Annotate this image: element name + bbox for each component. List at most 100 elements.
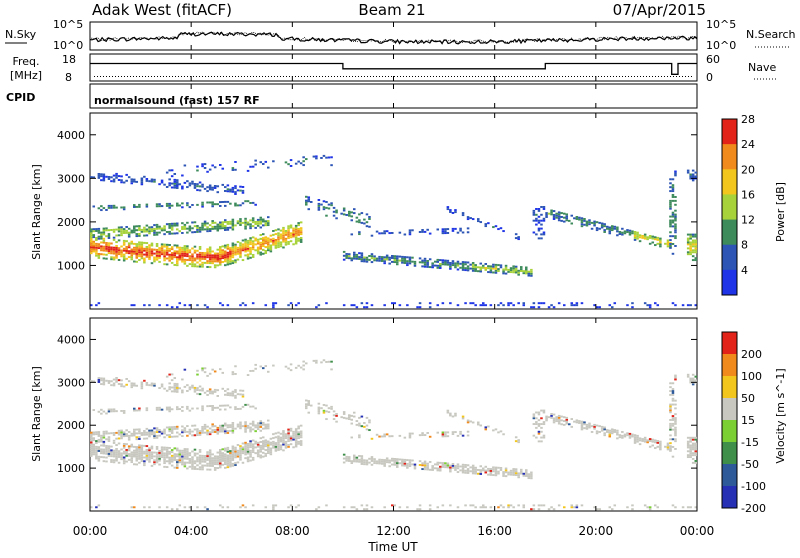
velocity-cell <box>267 427 270 430</box>
velocity-cell <box>284 442 288 445</box>
power-cell <box>115 256 118 259</box>
colorbar-swatch <box>722 486 737 509</box>
power-cell <box>267 166 270 169</box>
velocity-cell <box>241 452 245 455</box>
power-cell <box>112 204 116 207</box>
power-cell <box>385 258 389 261</box>
power-cell <box>600 226 604 229</box>
power-cell <box>95 242 98 245</box>
velocity-cell <box>277 445 280 448</box>
velocity-cell <box>231 371 235 374</box>
power-cell <box>97 256 101 259</box>
power-cell <box>459 266 462 269</box>
velocity-cell <box>165 426 169 429</box>
power-cell <box>173 182 177 185</box>
velocity-cell <box>226 388 230 391</box>
velocity-cell <box>358 416 361 419</box>
power-cell <box>305 203 308 206</box>
velocity-cell <box>403 458 407 461</box>
power-cell <box>360 212 364 215</box>
power-cell <box>365 225 369 228</box>
power-cell <box>244 244 247 247</box>
power-cell <box>150 248 154 251</box>
power-cell <box>560 219 563 222</box>
velocity-cell <box>112 455 116 458</box>
velocity-cell <box>669 448 672 450</box>
velocity-cell <box>127 455 131 457</box>
velocity-cell <box>90 433 93 436</box>
velocity-cell <box>428 508 432 511</box>
freq-label-top: Freq. <box>12 55 39 68</box>
velocity-cell <box>135 446 139 449</box>
power-cell <box>246 223 250 226</box>
velocity-cell <box>110 432 113 435</box>
velocity-cell <box>231 453 235 456</box>
velocity-cell <box>600 429 604 432</box>
power-cell <box>165 304 169 307</box>
velocity-cell <box>408 463 412 466</box>
velocity-cell <box>393 504 397 507</box>
power-cell <box>436 266 440 269</box>
velocity-cell <box>671 419 675 421</box>
velocity-cell <box>138 432 141 435</box>
power-cell <box>130 258 134 261</box>
power-cell <box>512 304 515 307</box>
power-cell <box>196 189 199 192</box>
power-cell <box>251 254 255 256</box>
velocity-cell <box>105 438 108 441</box>
power-cell <box>373 259 376 262</box>
velocity-cell <box>92 443 96 446</box>
velocity-cell <box>231 464 235 467</box>
power-cell <box>125 251 128 254</box>
velocity-cell <box>155 451 159 454</box>
power-cell <box>686 243 690 246</box>
velocity-cell <box>401 462 404 465</box>
velocity-cell <box>305 407 308 410</box>
power-cell <box>259 247 263 250</box>
power-cell <box>143 249 146 252</box>
power-cell <box>176 183 179 186</box>
power-cell <box>277 236 280 239</box>
velocity-cell <box>201 429 204 432</box>
velocity-cell <box>231 425 235 428</box>
power-cell <box>355 255 359 258</box>
velocity-cell <box>694 506 698 509</box>
velocity-cell <box>441 433 445 436</box>
power-cell <box>656 304 660 307</box>
velocity-cell <box>350 418 354 421</box>
power-cell <box>117 228 121 231</box>
velocity-cell <box>694 446 698 449</box>
power-cell <box>183 227 187 230</box>
velocity-cell <box>165 434 169 437</box>
power-cell <box>140 245 144 248</box>
velocity-cell <box>537 425 541 427</box>
velocity-cell <box>552 413 556 416</box>
power-cell <box>454 262 457 265</box>
power-cell <box>249 247 252 249</box>
power-cell <box>368 218 371 220</box>
velocity-cell <box>636 434 639 437</box>
velocity-cell <box>385 459 389 462</box>
power-cell <box>522 302 526 305</box>
power-cell <box>198 247 202 250</box>
velocity-cell <box>471 468 475 471</box>
power-cell <box>246 200 250 203</box>
power-cell <box>294 232 298 235</box>
velocity-cell <box>241 446 245 449</box>
velocity-cell <box>208 392 212 395</box>
power-cell <box>517 302 520 305</box>
velocity-cell <box>102 434 106 437</box>
power-cell <box>262 241 265 243</box>
velocity-cell <box>446 435 450 438</box>
velocity-cell <box>654 504 657 507</box>
power-cell <box>211 260 214 263</box>
power-cell <box>277 238 280 241</box>
velocity-cell <box>236 453 240 456</box>
velocity-cell <box>284 433 288 436</box>
power-cell <box>201 261 204 264</box>
velocity-cell <box>224 393 227 396</box>
velocity-cell <box>484 426 488 429</box>
power-cell <box>112 250 116 253</box>
power-cell <box>234 224 237 227</box>
power-cell <box>92 234 96 237</box>
